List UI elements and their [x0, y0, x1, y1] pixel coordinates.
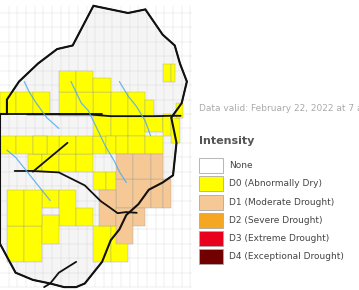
- Polygon shape: [24, 226, 42, 262]
- Polygon shape: [177, 103, 183, 118]
- Polygon shape: [28, 154, 42, 172]
- Text: D3 (Extreme Drought): D3 (Extreme Drought): [229, 234, 329, 243]
- Polygon shape: [150, 154, 163, 179]
- Polygon shape: [111, 114, 128, 136]
- Polygon shape: [33, 92, 50, 114]
- Polygon shape: [93, 136, 106, 154]
- Polygon shape: [150, 179, 163, 208]
- FancyBboxPatch shape: [199, 231, 223, 246]
- Polygon shape: [24, 190, 42, 226]
- Polygon shape: [0, 92, 15, 114]
- Polygon shape: [128, 92, 145, 116]
- Polygon shape: [116, 136, 128, 154]
- Polygon shape: [33, 136, 47, 154]
- Polygon shape: [111, 92, 128, 116]
- Polygon shape: [42, 154, 59, 172]
- Polygon shape: [33, 136, 47, 154]
- Polygon shape: [7, 226, 24, 262]
- Polygon shape: [116, 179, 133, 208]
- Polygon shape: [163, 114, 171, 136]
- Text: D4 (Exceptional Drought): D4 (Exceptional Drought): [229, 252, 344, 262]
- Polygon shape: [76, 71, 93, 92]
- Polygon shape: [59, 190, 76, 226]
- Polygon shape: [145, 99, 154, 116]
- FancyBboxPatch shape: [199, 249, 223, 264]
- Text: None: None: [229, 161, 253, 170]
- Polygon shape: [93, 172, 106, 190]
- Polygon shape: [145, 136, 163, 154]
- Text: D1 (Moderate Drought): D1 (Moderate Drought): [229, 197, 334, 207]
- Polygon shape: [133, 179, 150, 208]
- Polygon shape: [163, 116, 171, 128]
- FancyBboxPatch shape: [199, 195, 223, 210]
- Polygon shape: [145, 116, 163, 132]
- Polygon shape: [59, 92, 76, 116]
- Text: Intensity: Intensity: [199, 136, 255, 146]
- Polygon shape: [128, 136, 145, 154]
- Polygon shape: [133, 208, 145, 226]
- Polygon shape: [59, 136, 76, 154]
- Polygon shape: [76, 92, 93, 116]
- Polygon shape: [0, 136, 15, 154]
- Text: Data valid: February 22, 2022 at 7 a.m. EST: Data valid: February 22, 2022 at 7 a.m. …: [199, 104, 359, 113]
- Polygon shape: [15, 136, 33, 154]
- Polygon shape: [116, 208, 133, 244]
- Polygon shape: [171, 118, 180, 143]
- Polygon shape: [93, 226, 111, 262]
- Polygon shape: [59, 71, 76, 92]
- Polygon shape: [76, 136, 93, 154]
- Polygon shape: [116, 154, 133, 179]
- FancyBboxPatch shape: [199, 176, 223, 191]
- Polygon shape: [93, 78, 111, 92]
- FancyBboxPatch shape: [199, 158, 223, 173]
- FancyBboxPatch shape: [199, 213, 223, 228]
- Polygon shape: [76, 154, 93, 172]
- Polygon shape: [163, 179, 171, 208]
- Polygon shape: [59, 154, 76, 172]
- Text: D2 (Severe Drought): D2 (Severe Drought): [229, 216, 322, 225]
- Polygon shape: [0, 6, 187, 287]
- Polygon shape: [7, 190, 24, 226]
- Polygon shape: [133, 154, 150, 179]
- Polygon shape: [15, 92, 33, 114]
- Polygon shape: [163, 64, 171, 81]
- Polygon shape: [99, 190, 116, 226]
- Polygon shape: [42, 190, 59, 208]
- Text: D0 (Abnormally Dry): D0 (Abnormally Dry): [229, 179, 322, 188]
- Polygon shape: [106, 172, 116, 190]
- Polygon shape: [42, 215, 59, 244]
- Polygon shape: [128, 116, 145, 136]
- Polygon shape: [171, 64, 175, 81]
- Polygon shape: [111, 226, 128, 262]
- Polygon shape: [106, 136, 116, 154]
- Polygon shape: [47, 136, 59, 154]
- Polygon shape: [76, 208, 93, 226]
- Polygon shape: [93, 92, 111, 116]
- Polygon shape: [93, 114, 111, 136]
